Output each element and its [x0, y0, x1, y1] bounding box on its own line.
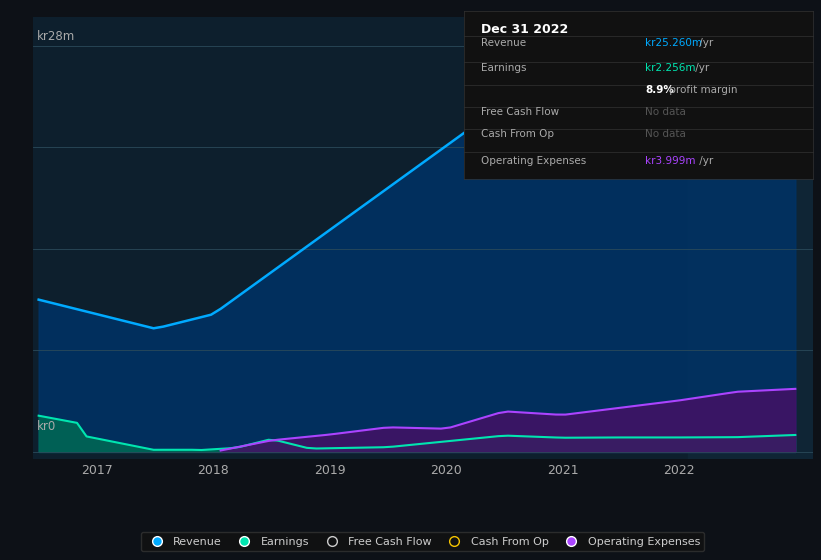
Legend: Revenue, Earnings, Free Cash Flow, Cash From Op, Operating Expenses: Revenue, Earnings, Free Cash Flow, Cash …	[141, 532, 704, 551]
Text: No data: No data	[645, 129, 686, 139]
Text: Revenue: Revenue	[481, 38, 526, 48]
Text: kr25.260m: kr25.260m	[645, 38, 702, 48]
Text: Free Cash Flow: Free Cash Flow	[481, 107, 559, 117]
Text: kr3.999m: kr3.999m	[645, 156, 696, 166]
Text: /yr: /yr	[696, 38, 713, 48]
Text: /yr: /yr	[692, 63, 709, 73]
Text: kr0: kr0	[37, 419, 56, 433]
Text: Earnings: Earnings	[481, 63, 527, 73]
Text: profit margin: profit margin	[667, 85, 738, 95]
Bar	[688, 17, 813, 459]
Text: Operating Expenses: Operating Expenses	[481, 156, 586, 166]
Text: Dec 31 2022: Dec 31 2022	[481, 23, 569, 36]
Text: /yr: /yr	[696, 156, 713, 166]
Text: kr2.256m: kr2.256m	[645, 63, 696, 73]
Text: kr28m: kr28m	[37, 30, 75, 43]
Text: 8.9%: 8.9%	[645, 85, 674, 95]
Text: Cash From Op: Cash From Op	[481, 129, 554, 139]
Text: No data: No data	[645, 107, 686, 117]
